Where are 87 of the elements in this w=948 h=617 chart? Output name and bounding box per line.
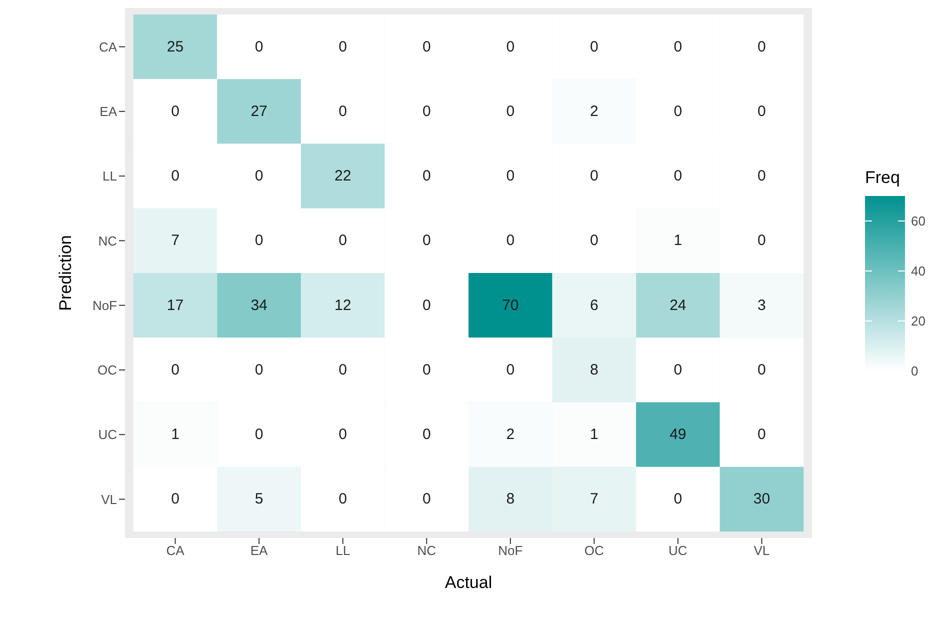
data-label: 0: [171, 490, 180, 508]
color-bar-title: Freq: [865, 168, 901, 188]
data-label: 22: [334, 168, 352, 185]
data-label: 7: [171, 232, 180, 250]
data-label: 8: [506, 490, 515, 508]
y-axis-title: Prediction: [56, 235, 76, 311]
data-label: 0: [674, 490, 682, 508]
y-tick-label: CA: [98, 39, 118, 54]
data-label: 0: [506, 168, 515, 185]
x-tick-label: UC: [668, 543, 688, 558]
data-label: 0: [338, 361, 347, 378]
data-label: 0: [674, 168, 682, 185]
color-bar-label: 60: [911, 214, 926, 228]
data-label: 0: [590, 38, 598, 56]
data-label: 0: [674, 38, 682, 56]
data-label: 0: [506, 361, 515, 378]
data-label: 0: [758, 102, 766, 120]
data-label: 24: [670, 296, 686, 314]
data-label: 1: [674, 232, 682, 250]
data-label: 0: [422, 102, 431, 120]
data-label: 0: [171, 102, 180, 120]
data-label: 17: [166, 296, 184, 314]
x-tick-label: VL: [754, 543, 770, 558]
data-label: 0: [758, 361, 766, 378]
data-label: 0: [338, 426, 347, 444]
data-label: 0: [590, 168, 598, 185]
data-label: 25: [166, 38, 184, 56]
data-label: 0: [506, 102, 515, 120]
data-label: 0: [506, 232, 515, 250]
data-label: 5: [254, 490, 264, 508]
data-label: 0: [254, 38, 264, 56]
x-tick-label: CA: [166, 543, 185, 558]
x-tick-label: LL: [336, 543, 350, 558]
data-label: 6: [590, 296, 598, 314]
data-label: 0: [338, 38, 347, 56]
data-label: 0: [422, 490, 431, 508]
x-axis-title: Actual: [444, 573, 492, 592]
data-label: 0: [422, 361, 431, 378]
data-label: 0: [590, 232, 598, 250]
y-tick-label: NC: [98, 233, 117, 248]
data-label: 8: [590, 361, 598, 378]
data-label: 0: [758, 168, 766, 185]
data-label: 2: [590, 102, 598, 120]
data-label: 12: [334, 296, 352, 314]
data-label: 0: [422, 426, 431, 444]
data-label: 70: [502, 296, 519, 314]
data-label: 0: [422, 38, 431, 56]
x-tick-label: EA: [250, 543, 268, 558]
data-label: 0: [758, 38, 766, 56]
data-label: 0: [506, 38, 515, 56]
x-tick-label: NC: [417, 543, 436, 558]
color-bar-label: 40: [911, 264, 926, 278]
data-label: 0: [254, 232, 264, 250]
data-label: 27: [250, 102, 268, 120]
data-label: 49: [670, 426, 686, 444]
data-label: 1: [171, 426, 180, 444]
data-label: 0: [674, 361, 682, 378]
data-label: 0: [758, 232, 766, 250]
data-label: 0: [758, 426, 766, 444]
x-tick-label: OC: [584, 543, 604, 558]
data-label: 0: [254, 361, 264, 378]
y-tick-label: OC: [98, 362, 117, 378]
y-tick-label: EA: [100, 104, 118, 120]
x-tick-label: NoF: [498, 543, 523, 558]
data-label: 0: [254, 426, 264, 444]
data-label: 0: [338, 490, 347, 508]
data-label: 2: [506, 426, 515, 444]
data-label: 3: [758, 296, 766, 314]
y-tick-label: NoF: [92, 298, 118, 313]
y-tick-label: UC: [98, 427, 117, 442]
data-label: 0: [422, 296, 431, 314]
y-tick-label: LL: [102, 168, 117, 184]
data-label: 0: [422, 168, 431, 185]
data-label: 0: [171, 361, 180, 378]
data-label: 30: [753, 490, 770, 508]
y-tick-label: VL: [101, 492, 117, 507]
data-label: 7: [590, 490, 598, 508]
data-label: 0: [422, 232, 431, 250]
data-label: 1: [590, 426, 598, 444]
data-label: 0: [171, 168, 180, 185]
data-label: 34: [250, 296, 268, 314]
color-bar-label: 20: [911, 314, 926, 328]
data-label: 0: [338, 102, 347, 120]
color-bar-label: 0: [911, 364, 918, 378]
data-label: 0: [254, 168, 264, 185]
data-label: 0: [338, 232, 347, 250]
data-label: 0: [674, 102, 682, 120]
